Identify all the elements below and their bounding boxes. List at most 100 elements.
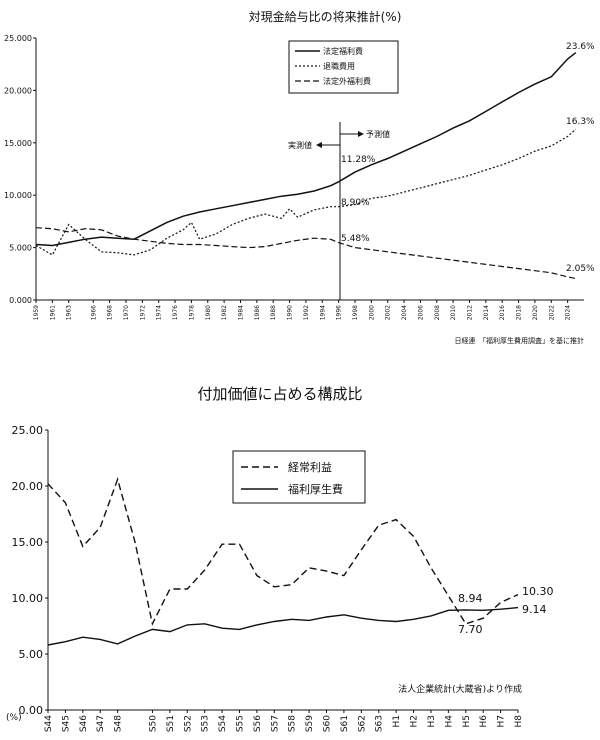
legend1-label-1: 法定福利費 bbox=[323, 46, 363, 56]
chart2-x-tick-label: H2 bbox=[410, 715, 420, 728]
chart1-x-tick-label: 1996 bbox=[336, 305, 343, 320]
chart1-axes bbox=[35, 38, 584, 301]
chart2-x-tick-label: S46 bbox=[79, 715, 89, 732]
chart1-x-tick-label: 1988 bbox=[270, 305, 277, 320]
chart1-x-tick-label: 2014 bbox=[483, 305, 490, 320]
chart1-legend: 法定福利費 退職費用 法定外福利費 bbox=[288, 40, 399, 94]
chart1-x-tick-label: 2020 bbox=[532, 305, 539, 320]
chart2-x-tick-label: S52 bbox=[183, 715, 193, 732]
annot-23-6: 23.6% bbox=[566, 42, 595, 52]
chart1-x-tick-label: 2016 bbox=[499, 305, 506, 320]
chart2-x-tick-label: H3 bbox=[427, 715, 437, 728]
chart2-series-lines bbox=[47, 476, 519, 646]
chart1-source: 日経連 「福利厚生費用調査」を基に推計 bbox=[455, 336, 585, 345]
chart1-y-tick-label: 25.000 bbox=[4, 34, 32, 43]
chart1-title: 対現金給与比の将来推計(%) bbox=[249, 9, 402, 24]
annot-9-14: 9.14 bbox=[522, 603, 547, 616]
chart-value-added-composition: 付加価値に占める構成比 0.00 5.00 10.00 15.00 20.00 25.00… bbox=[6, 385, 554, 732]
chart2-x-tick-label: H5 bbox=[462, 715, 472, 728]
chart2-x-tick-label: S59 bbox=[305, 715, 315, 732]
chart1-y-tick-label: 15.000 bbox=[4, 139, 32, 148]
chart1-x-tick-label: 1994 bbox=[319, 305, 326, 320]
chart1-forecast-divider: 予測値 実測値 bbox=[288, 122, 390, 300]
annot-8-90: 8.90% bbox=[341, 198, 370, 208]
chart1-x-tick-label: 1982 bbox=[221, 305, 228, 320]
chart1-x-tick-label: 1959 bbox=[33, 305, 40, 320]
chart2-source: 法人企業統計(大蔵省)より作成 bbox=[398, 683, 522, 695]
chart1-x-tick-label: 1976 bbox=[172, 305, 179, 320]
chart2-x-tick-label: S51 bbox=[166, 715, 176, 732]
chart2-x-tick-label: S63 bbox=[375, 715, 385, 732]
chart1-series-lines bbox=[35, 52, 577, 280]
chart2-x-tick-label: S48 bbox=[114, 715, 124, 732]
chart2-y-tick-label: 15.00 bbox=[12, 536, 44, 549]
chart1-legend-box bbox=[288, 40, 399, 94]
chart1-y-tick-label: 5.000 bbox=[9, 244, 32, 253]
chart2-x-tick-label: H6 bbox=[479, 715, 489, 728]
chart2-y-unit: (%) bbox=[6, 713, 22, 723]
annot-11-28: 11.28% bbox=[341, 155, 376, 165]
chart2-x-tick-label: S60 bbox=[323, 715, 333, 732]
chart2-y-tick-label: 5.00 bbox=[19, 648, 44, 661]
chart2-axes bbox=[47, 430, 518, 711]
chart2-y-tick-label: 10.00 bbox=[12, 592, 44, 605]
forecast-label: 予測値 bbox=[366, 129, 390, 139]
chart2-x-tick-label: S62 bbox=[357, 715, 367, 732]
chart1-x-tick-label: 2024 bbox=[565, 305, 572, 320]
chart1-x-tick-label: 1968 bbox=[107, 305, 114, 320]
chart1-x-tick-label: 1966 bbox=[90, 305, 97, 320]
chart1-x-ticks: 1959 1961 1963 1966 1968 1970 1972 1974 1976 1978… bbox=[33, 300, 572, 320]
chart1-x-tick-label: 1972 bbox=[139, 305, 146, 320]
chart1-x-tick-label: 1980 bbox=[205, 305, 212, 320]
chart2-x-tick-label: H8 bbox=[514, 715, 524, 728]
chart2-x-tick-label: S57 bbox=[270, 715, 280, 732]
chart2-x-tick-label: S58 bbox=[288, 715, 298, 732]
chart2-series-line-2 bbox=[47, 606, 519, 646]
chart2-title: 付加価値に占める構成比 bbox=[197, 385, 362, 403]
chart2-x-tick-label: S55 bbox=[235, 715, 245, 732]
chart2-y-tick-label: 25.00 bbox=[12, 424, 44, 437]
chart1-x-tick-label: 1990 bbox=[287, 305, 294, 320]
annot-7-70: 7.70 bbox=[458, 623, 483, 636]
legend1-label-3: 法定外福利費 bbox=[323, 76, 371, 86]
chart1-x-tick-label: 1970 bbox=[123, 305, 130, 320]
chart1-x-tick-label: 1963 bbox=[66, 305, 73, 320]
chart2-x-tick-label: H1 bbox=[392, 715, 402, 728]
chart-future-estimate: 対現金給与比の将来推計(%) 0.000 5.000 10.000 15.000 20.… bbox=[4, 9, 595, 345]
chart1-x-tick-label: 2004 bbox=[401, 305, 408, 320]
chart1-x-tick-label: 1974 bbox=[156, 305, 163, 320]
annot-16-3: 16.3% bbox=[566, 117, 595, 127]
chart2-y-tick-label: 20.00 bbox=[12, 480, 44, 493]
chart2-series-line-1 bbox=[47, 476, 519, 626]
chart1-x-tick-label: 1992 bbox=[303, 305, 310, 320]
forecast-arrowhead bbox=[358, 131, 364, 137]
legend2-label-1: 経常利益 bbox=[288, 460, 332, 474]
chart1-x-tick-label: 2006 bbox=[417, 305, 424, 320]
chart1-x-tick-label: 1961 bbox=[49, 305, 56, 320]
chart2-x-tick-label: S44 bbox=[44, 715, 54, 732]
annot-10-30: 10.30 bbox=[522, 585, 554, 598]
chart1-annotations: 11.28% 8.90% 5.48% 23.6% 16.3% 2.05% bbox=[341, 42, 595, 274]
legend2-label-2: 福利厚生費 bbox=[288, 482, 343, 496]
chart1-y-tick-label: 10.000 bbox=[4, 191, 32, 200]
chart1-x-tick-label: 1998 bbox=[352, 305, 359, 320]
chart2-y-tick-label: 0.00 bbox=[19, 704, 44, 717]
chart2-x-tick-label: S53 bbox=[201, 715, 211, 732]
chart2-legend-box bbox=[232, 450, 366, 504]
chart1-x-tick-label: 2002 bbox=[385, 305, 392, 320]
chart2-annotations: 8.94 7.70 10.30 9.14 bbox=[458, 585, 554, 636]
chart2-x-tick-label: H4 bbox=[444, 715, 454, 728]
chart1-y-tick-label: 0.000 bbox=[9, 296, 32, 305]
chart1-x-tick-label: 1984 bbox=[237, 305, 244, 320]
chart2-x-tick-label: H7 bbox=[497, 715, 507, 728]
chart1-x-tick-label: 1978 bbox=[188, 305, 195, 320]
chart2-x-tick-label: S47 bbox=[96, 715, 106, 732]
chart1-x-tick-label: 2022 bbox=[548, 305, 555, 320]
actual-arrowhead bbox=[316, 142, 322, 148]
chart2-x-ticks: S44 S45 S46 S47 S48 S50 S51 S52 S53 S54 S55 S56 S57 S… bbox=[44, 710, 524, 732]
chart1-series-line-3 bbox=[35, 227, 576, 280]
chart2-x-tick-label: S54 bbox=[218, 715, 228, 732]
chart1-series-line-1 bbox=[35, 52, 577, 247]
chart1-x-tick-label: 2008 bbox=[434, 305, 441, 320]
chart1-y-ticks: 0.000 5.000 10.000 15.000 20.000 25.000 bbox=[4, 34, 36, 305]
